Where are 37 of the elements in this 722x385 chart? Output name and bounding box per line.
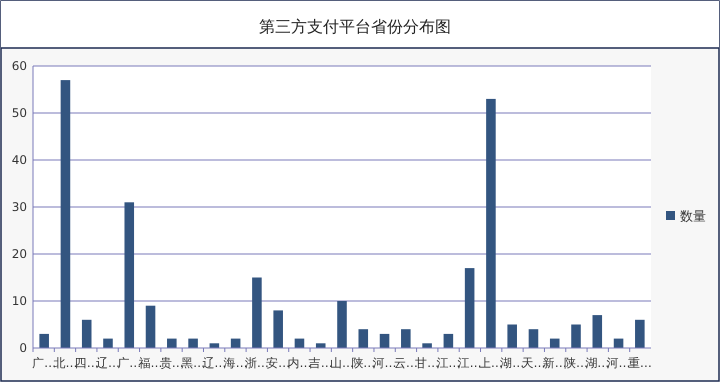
bar <box>39 334 49 348</box>
bar <box>188 338 198 348</box>
bar <box>614 338 624 348</box>
bar <box>103 338 113 348</box>
bar <box>252 278 262 348</box>
bar <box>167 338 177 348</box>
bar <box>294 338 304 348</box>
y-tick-label: 10 <box>12 294 27 308</box>
bar <box>358 329 368 348</box>
y-tick-label: 60 <box>12 59 27 74</box>
bar <box>592 315 602 348</box>
chart-title: 第三方支付平台省份分布图 <box>259 17 451 36</box>
bar <box>124 202 134 348</box>
bar <box>146 306 156 348</box>
y-tick-label: 40 <box>12 153 27 168</box>
bar <box>230 338 240 348</box>
bar <box>82 320 92 348</box>
bar <box>571 324 581 348</box>
bar <box>401 329 411 348</box>
bar <box>635 320 645 348</box>
bar <box>507 324 517 348</box>
bar <box>464 268 474 348</box>
bar <box>444 334 454 348</box>
y-tick-label: 50 <box>12 106 27 120</box>
x-tick-label: 北… <box>53 356 78 370</box>
bar <box>273 310 283 348</box>
bar <box>550 338 560 348</box>
bar <box>486 98 496 348</box>
y-tick-label: 0 <box>19 341 27 356</box>
x-tick-label: 云… <box>394 356 418 370</box>
bar <box>380 334 390 348</box>
bar <box>60 80 70 348</box>
bar <box>337 301 347 348</box>
y-tick-label: 20 <box>12 247 27 262</box>
y-tick-label: 30 <box>12 200 27 214</box>
legend-label: 数量 <box>680 210 706 225</box>
bar <box>528 329 538 348</box>
